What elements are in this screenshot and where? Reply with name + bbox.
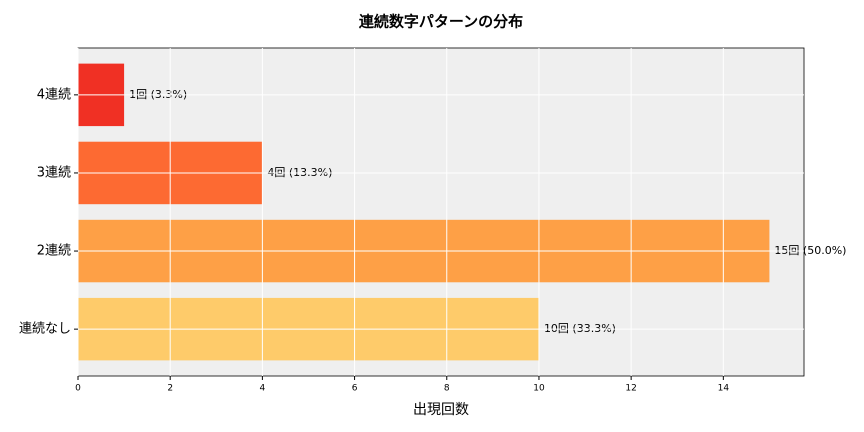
x-tick-label: 10	[533, 384, 545, 394]
x-axis-label: 出現回数	[413, 402, 469, 418]
y-tick-label: 4連続	[37, 87, 71, 102]
value-label: 15回 (50.0%)	[774, 244, 846, 257]
x-tick-label: 12	[625, 384, 636, 394]
chart-title: 連続数字パターンの分布	[359, 13, 523, 31]
x-tick-label: 14	[718, 384, 730, 394]
x-tick-label: 0	[75, 384, 81, 394]
x-tick-label: 6	[352, 384, 358, 394]
y-tick-label: 2連続	[37, 244, 71, 259]
x-tick-label: 8	[444, 384, 450, 394]
x-tick-label: 4	[260, 384, 266, 394]
x-tick-label: 2	[167, 384, 173, 394]
y-tick-label: 3連続	[37, 165, 71, 180]
y-tick-label: 連続なし	[19, 322, 71, 337]
